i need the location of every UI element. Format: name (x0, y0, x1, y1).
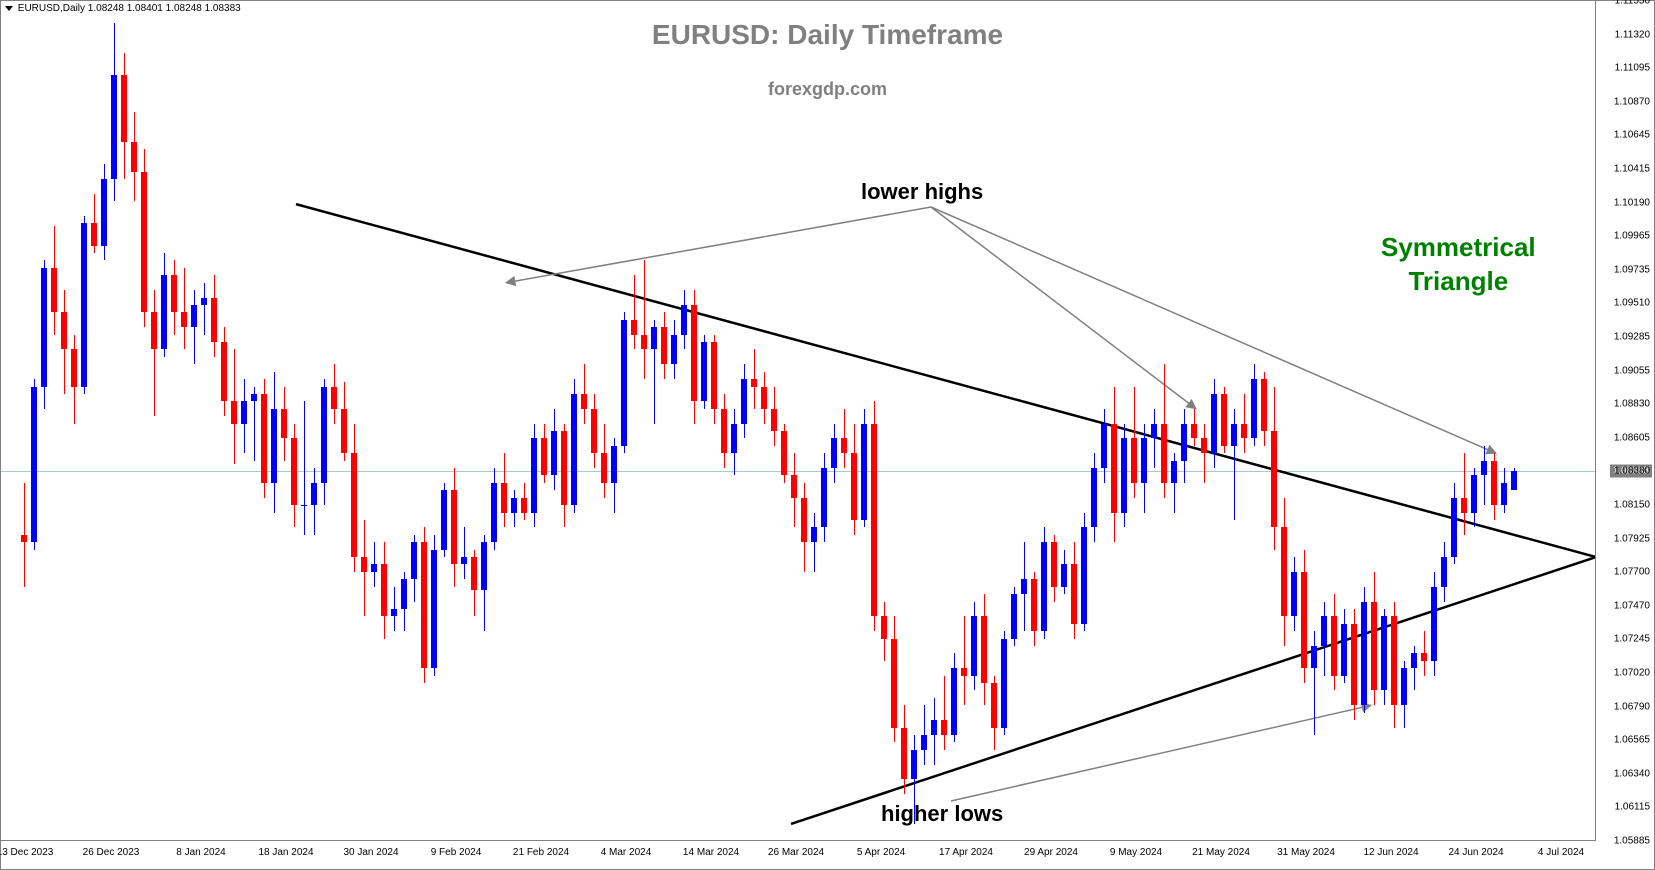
y-tick: 1.08150 (1614, 500, 1650, 511)
y-tick: 1.10415 (1614, 164, 1650, 175)
y-tick: 1.06340 (1614, 768, 1650, 779)
x-tick: 26 Mar 2024 (768, 847, 824, 858)
y-axis: 1.08383 1.115501.113201.110951.108701.10… (1595, 1, 1654, 841)
x-tick: 9 May 2024 (1110, 847, 1162, 858)
x-tick: 4 Mar 2024 (601, 847, 652, 858)
y-tick: 1.10190 (1614, 197, 1650, 208)
x-tick: 12 Jun 2024 (1363, 847, 1418, 858)
pattern-label-line1: Symmetrical (1381, 232, 1536, 262)
x-tick: 8 Jan 2024 (176, 847, 226, 858)
x-tick: 4 Jul 2024 (1538, 847, 1584, 858)
y-tick: 1.09965 (1614, 231, 1650, 242)
x-tick: 26 Dec 2023 (83, 847, 140, 858)
x-tick: 30 Jan 2024 (343, 847, 398, 858)
pattern-label-line2: Triangle (1408, 266, 1508, 296)
chart-container: EURUSD,Daily 1.08248 1.08401 1.08248 1.0… (0, 0, 1655, 870)
y-tick: 1.11095 (1615, 63, 1650, 74)
y-tick: 1.07700 (1614, 566, 1650, 577)
x-tick: 9 Feb 2024 (431, 847, 482, 858)
y-tick: 1.11320 (1615, 30, 1650, 41)
lower-highs-label: lower highs (861, 179, 983, 205)
x-axis: 13 Dec 2023 26 Dec 2023 8 Jan 2024 18 Jan 2… (1, 840, 1596, 869)
y-tick: 1.08830 (1614, 399, 1650, 410)
x-tick: 31 May 2024 (1277, 847, 1335, 858)
pattern-label: Symmetrical Triangle (1381, 231, 1536, 299)
current-price-line (1, 471, 1596, 472)
y-tick: 1.08380 (1614, 466, 1650, 477)
higher-lows-label: higher lows (881, 801, 1003, 827)
y-tick: 1.09055 (1614, 365, 1650, 376)
x-tick: 29 Apr 2024 (1024, 847, 1078, 858)
x-tick: 18 Jan 2024 (258, 847, 313, 858)
y-tick: 1.08605 (1614, 432, 1650, 443)
y-tick: 1.09510 (1614, 298, 1650, 309)
y-tick: 1.05885 (1614, 836, 1650, 847)
y-tick: 1.06565 (1614, 735, 1650, 746)
y-tick: 1.06115 (1615, 801, 1650, 812)
y-tick: 1.06790 (1614, 701, 1650, 712)
x-tick: 17 Apr 2024 (939, 847, 993, 858)
x-tick: 21 Feb 2024 (513, 847, 569, 858)
y-tick: 1.11550 (1615, 0, 1650, 7)
x-tick: 14 Mar 2024 (683, 847, 739, 858)
y-tick: 1.10870 (1614, 96, 1650, 107)
x-tick: 21 May 2024 (1192, 847, 1250, 858)
x-tick: 24 Jun 2024 (1448, 847, 1503, 858)
y-tick: 1.09735 (1614, 265, 1650, 276)
y-tick: 1.07020 (1614, 667, 1650, 678)
plot-area[interactable] (1, 1, 1596, 841)
x-tick: 13 Dec 2023 (0, 847, 53, 858)
y-tick: 1.07470 (1614, 600, 1650, 611)
y-tick: 1.07245 (1614, 634, 1650, 645)
x-tick: 5 Apr 2024 (857, 847, 905, 858)
y-tick: 1.09285 (1614, 331, 1650, 342)
y-tick: 1.10645 (1614, 130, 1650, 141)
y-tick: 1.07925 (1614, 533, 1650, 544)
